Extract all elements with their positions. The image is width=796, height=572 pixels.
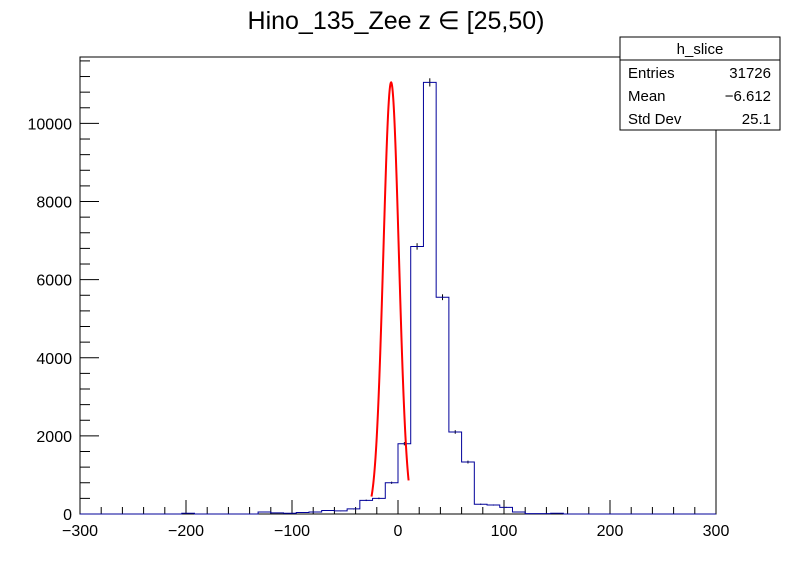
histogram-bin [500,507,513,514]
x-axis: −300 −200 −100 0 100 200 300 [62,500,729,540]
y-tick-label: 6000 [36,273,72,290]
histogram-outline [80,81,716,515]
x-tick-label: −300 [62,523,98,540]
histogram-bin [360,500,373,514]
y-axis: 0 2000 4000 6000 8000 10000 [28,60,99,524]
stats-box: h_slice Entries 31726 Mean −6.612 Std De… [619,36,781,131]
y-tick-label: 10000 [28,116,73,133]
stats-stddev-value: 25.1 [742,111,771,128]
x-tick-label: 0 [394,523,403,540]
stats-mean-label: Mean [628,88,666,105]
chart-title: Hino_135_Zee z ∈ [25,50) [248,7,545,35]
stats-entries-label: Entries [628,65,675,82]
y-tick-label: 8000 [36,195,72,212]
y-tick-label: 2000 [36,429,72,446]
stats-title: h_slice [677,41,724,58]
histogram-bin [436,297,449,514]
histogram-bin [487,505,500,514]
histogram-bin [347,509,360,514]
histogram-error-bars [187,78,558,514]
y-tick-label: 0 [63,507,72,524]
histogram-bin [373,498,386,514]
y-tick-label: 4000 [36,351,72,368]
x-tick-label: 100 [491,523,518,540]
histogram-bin [423,82,436,514]
histogram-bin [411,246,424,514]
gaussian-fit-curve [370,81,410,497]
x-tick-label: 200 [597,523,624,540]
histogram-bin [449,432,462,514]
x-tick-label: 300 [703,523,730,540]
histogram-bin [462,462,475,514]
x-tick-label: −100 [274,523,310,540]
stats-mean-value: −6.612 [725,88,771,105]
histogram-bars [182,82,564,514]
histogram-bin [385,483,398,514]
x-tick-label: −200 [168,523,204,540]
stats-stddev-label: Std Dev [628,111,682,128]
stats-entries-value: 31726 [729,65,771,82]
histogram-bin [322,510,335,514]
histogram-bin [474,504,487,514]
